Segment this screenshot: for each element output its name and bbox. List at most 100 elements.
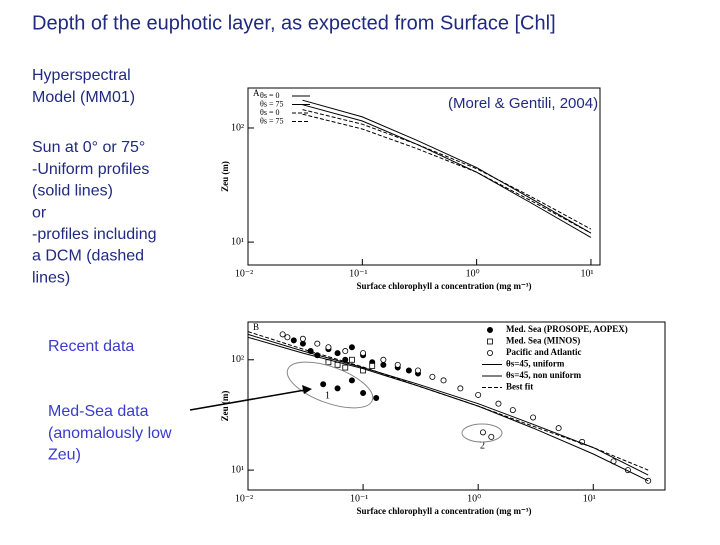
x-tick-label: 10⁻² <box>235 268 253 279</box>
legend-label: θs = 75 <box>260 99 283 108</box>
legend-marker <box>487 338 493 345</box>
legend-label: Med. Sea (MINOS) <box>506 336 580 346</box>
legend-label: θs = 0 <box>260 108 279 117</box>
point <box>360 350 367 357</box>
point <box>284 334 291 341</box>
chart-b: B 10⁻² 10⁻¹ 10⁰ 10¹ 10¹ 10² Surface chlorophyll… <box>220 321 666 516</box>
point <box>475 391 482 398</box>
series-line <box>247 333 649 476</box>
slide-title: Depth of the euphotic layer, as expected… <box>32 12 556 34</box>
point <box>290 337 297 344</box>
point <box>394 361 401 368</box>
x-axis-label: Surface chlorophyll a concentration (mg … <box>356 506 531 516</box>
legend-label: Best fit <box>506 382 533 392</box>
point <box>415 367 422 374</box>
point <box>369 362 376 369</box>
x-tick-label: 10⁰ <box>466 268 480 279</box>
citation: (Morel & Gentili, 2004) <box>448 95 598 112</box>
legend-label: θs = 0 <box>260 91 279 100</box>
legend-label: θs=45, uniform <box>506 359 565 369</box>
note-line: or <box>32 204 47 221</box>
point <box>342 348 349 355</box>
note-line: (anomalously low <box>48 425 172 442</box>
point <box>405 367 412 374</box>
plot-frame <box>247 87 601 266</box>
series-line <box>247 331 649 471</box>
note-line: lines) <box>32 269 70 286</box>
x-tick-label: 10⁻¹ <box>349 268 367 279</box>
x-tick-label: 10¹ <box>580 268 593 279</box>
y-axis-label: Zeu (m) <box>220 391 230 422</box>
point <box>440 377 447 384</box>
point <box>349 356 355 363</box>
panel-label: B <box>253 322 259 332</box>
panel-label: A <box>253 88 260 98</box>
point <box>348 344 355 351</box>
point <box>299 340 306 347</box>
cluster-ellipse <box>286 361 374 409</box>
series-line <box>302 99 592 234</box>
note-line: -Uniform profiles <box>32 161 149 178</box>
note-line: Sun at 0° or 75° <box>32 139 145 156</box>
note-line: Med-Sea data <box>48 403 149 420</box>
series-line <box>247 336 649 482</box>
point <box>334 350 341 357</box>
point <box>488 433 495 440</box>
point <box>509 407 516 414</box>
note-line: Model (MM01) <box>32 89 135 106</box>
x-tick-label: 10⁻² <box>235 493 253 504</box>
point <box>360 389 367 396</box>
arrow-head <box>302 385 312 394</box>
point <box>325 344 332 351</box>
note-line: Recent data <box>48 338 134 355</box>
x-tick-label: 10¹ <box>583 493 596 504</box>
legend-label: Pacific and Atlantic <box>506 347 582 357</box>
x-axis-label: Surface chlorophyll a concentration (mg … <box>356 281 531 291</box>
series-line <box>302 109 592 230</box>
cluster-ellipse <box>461 423 503 443</box>
point <box>348 377 355 384</box>
note-line: Zeu) <box>48 447 81 464</box>
y-tick-label: 10² <box>231 122 244 133</box>
note-line: (solid lines) <box>32 183 113 200</box>
legend-label: Med. Sea (PROSOPE, AOPEX) <box>506 324 628 334</box>
point <box>457 385 464 392</box>
point <box>320 381 327 388</box>
annotation: 2 <box>480 440 485 451</box>
point <box>530 414 537 421</box>
point <box>380 361 387 368</box>
point <box>479 429 486 436</box>
note-line: Hyperspectral <box>32 67 131 84</box>
point <box>279 331 286 338</box>
legend-marker <box>486 349 493 356</box>
legend-marker <box>486 326 493 333</box>
legend-label: θs=45, non uniform <box>506 370 582 380</box>
point <box>334 361 341 368</box>
point <box>380 356 387 363</box>
series-line <box>302 113 592 234</box>
note-line: -profiles including <box>32 226 157 243</box>
plot-frame <box>247 321 666 491</box>
note-line: a DCM (dashed <box>32 248 144 265</box>
point <box>334 385 341 392</box>
y-axis-label: Zeu (m) <box>220 161 230 192</box>
point <box>342 364 349 371</box>
arrow-line <box>189 389 306 411</box>
y-tick-label: 10¹ <box>231 464 244 475</box>
legend-label: θs = 75 <box>260 116 283 125</box>
point <box>373 395 380 402</box>
point <box>555 425 562 432</box>
point <box>314 340 321 347</box>
y-tick-label: 10² <box>231 354 244 365</box>
point <box>495 400 502 407</box>
point <box>342 356 349 363</box>
point <box>299 335 306 342</box>
x-tick-label: 10⁻¹ <box>350 493 368 504</box>
annotation: 1 <box>325 390 330 401</box>
y-tick-label: 10¹ <box>231 236 244 247</box>
x-tick-label: 10⁰ <box>467 493 481 504</box>
chart-a: A 10⁻² 10⁻¹ 10⁰ 10¹ 10¹ 10² Surface chlorophyll… <box>220 87 601 291</box>
series-line <box>302 104 592 238</box>
notes: Hyperspectral Model (MM01) Sun at 0° or 75… <box>32 67 172 463</box>
